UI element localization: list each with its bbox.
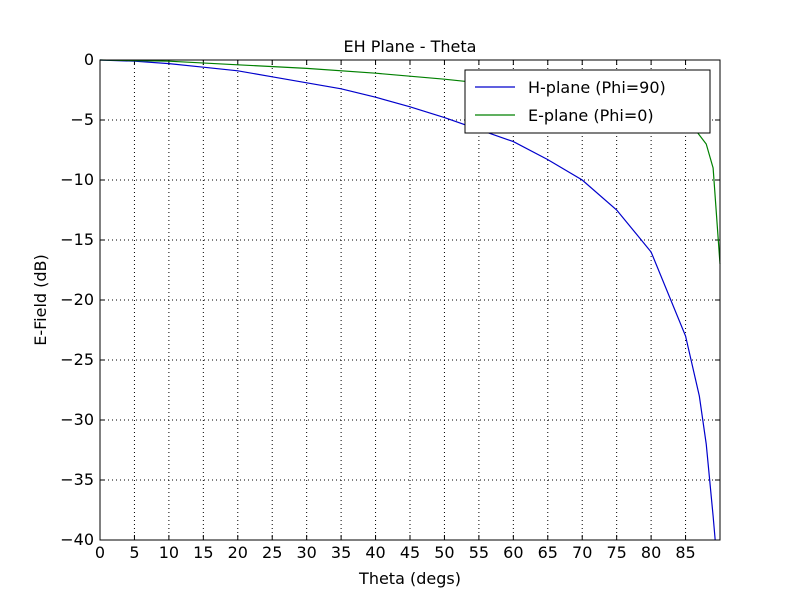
data-line — [99, 59, 716, 541]
x-tick-label: 30 — [296, 543, 316, 562]
x-tick-label: 85 — [675, 543, 695, 562]
x-tick-label: 50 — [434, 543, 454, 562]
y-tick-label: −30 — [60, 410, 94, 429]
x-axis-label: Theta (degs) — [358, 569, 461, 588]
legend-label: H-plane (Phi=90) — [528, 78, 666, 97]
x-tick-label: 80 — [641, 543, 661, 562]
x-tick-label: 60 — [503, 543, 523, 562]
x-tick-label: 40 — [365, 543, 385, 562]
x-tick-label: 35 — [331, 543, 351, 562]
x-tick-label: 10 — [159, 543, 179, 562]
x-tick-label: 70 — [572, 543, 592, 562]
x-tick-label: 0 — [95, 543, 105, 562]
chart-title: EH Plane - Theta — [344, 37, 477, 56]
x-tick-label: 25 — [262, 543, 282, 562]
x-tick-label: 45 — [400, 543, 420, 562]
legend-label: E-plane (Phi=0) — [528, 106, 654, 125]
y-tick-label: −35 — [60, 470, 94, 489]
y-tick-label: −15 — [60, 230, 94, 249]
y-tick-label: −10 — [60, 170, 94, 189]
x-tick-label: 15 — [193, 543, 213, 562]
x-tick-label: 75 — [606, 543, 626, 562]
plot-frame — [99, 59, 721, 541]
x-tick-label: 5 — [129, 543, 139, 562]
legend: H-plane (Phi=90) E-plane (Phi=0) — [464, 69, 711, 134]
y-tick-label: −40 — [60, 530, 94, 549]
x-tick-label: 20 — [228, 543, 248, 562]
x-tick-label: 65 — [538, 543, 558, 562]
y-axis-label: E-Field (dB) — [31, 254, 50, 346]
y-tick-label: −25 — [60, 350, 94, 369]
y-tick-label: 0 — [84, 50, 94, 69]
y-tick-label: −20 — [60, 290, 94, 309]
x-tick-label: 55 — [469, 543, 489, 562]
legend-box — [464, 69, 711, 134]
y-tick-label: −5 — [70, 110, 94, 129]
